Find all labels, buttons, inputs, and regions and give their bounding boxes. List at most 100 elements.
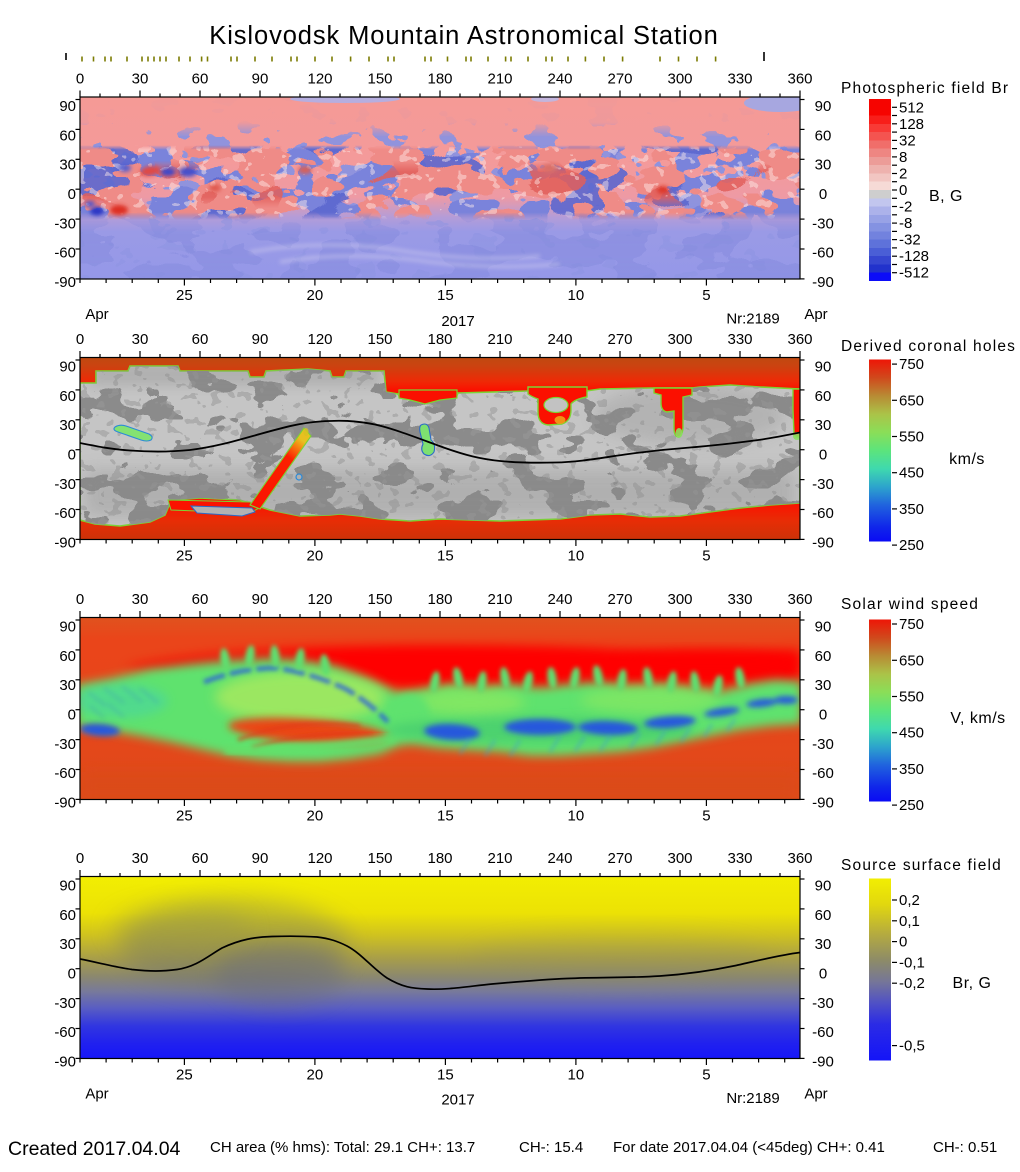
svg-text:0: 0 bbox=[68, 966, 76, 983]
svg-text:25: 25 bbox=[176, 1067, 193, 1084]
svg-text:150: 150 bbox=[367, 71, 392, 88]
svg-text:Source surface field: Source surface field bbox=[841, 857, 1002, 874]
svg-text:-60: -60 bbox=[54, 1024, 76, 1041]
svg-text:10: 10 bbox=[568, 808, 585, 825]
svg-text:Nr:2189: Nr:2189 bbox=[726, 311, 779, 328]
svg-text:350: 350 bbox=[899, 761, 924, 778]
svg-text:0: 0 bbox=[899, 182, 907, 199]
svg-text:750: 750 bbox=[899, 356, 924, 373]
svg-text:60: 60 bbox=[59, 388, 76, 405]
svg-text:8: 8 bbox=[899, 149, 907, 166]
svg-text:450: 450 bbox=[899, 465, 924, 482]
svg-text:0: 0 bbox=[76, 850, 84, 867]
svg-text:-30: -30 bbox=[54, 736, 76, 753]
svg-text:30: 30 bbox=[815, 936, 832, 953]
svg-text:0: 0 bbox=[76, 331, 84, 348]
svg-text:650: 650 bbox=[899, 652, 924, 669]
svg-text:15: 15 bbox=[437, 1067, 454, 1084]
svg-text:Apr: Apr bbox=[804, 306, 827, 323]
svg-text:Created 2017.04.04: Created 2017.04.04 bbox=[8, 1138, 181, 1160]
svg-text:90: 90 bbox=[59, 878, 76, 895]
svg-text:0: 0 bbox=[68, 447, 76, 464]
svg-text:-30: -30 bbox=[812, 476, 834, 493]
svg-text:330: 330 bbox=[727, 591, 752, 608]
svg-text:60: 60 bbox=[59, 127, 76, 144]
svg-text:-90: -90 bbox=[812, 794, 834, 811]
svg-text:360: 360 bbox=[787, 71, 812, 88]
svg-text:0: 0 bbox=[819, 966, 827, 983]
svg-text:30: 30 bbox=[59, 677, 76, 694]
svg-text:330: 330 bbox=[727, 331, 752, 348]
svg-text:30: 30 bbox=[59, 157, 76, 174]
svg-text:90: 90 bbox=[252, 850, 269, 867]
svg-text:Apr: Apr bbox=[85, 1086, 108, 1103]
svg-text:-60: -60 bbox=[812, 1024, 834, 1041]
svg-text:V, km/s: V, km/s bbox=[950, 710, 1005, 727]
svg-text:30: 30 bbox=[132, 850, 149, 867]
svg-text:20: 20 bbox=[307, 287, 324, 304]
svg-text:120: 120 bbox=[307, 331, 332, 348]
svg-text:0,1: 0,1 bbox=[899, 913, 920, 930]
svg-text:-90: -90 bbox=[54, 1053, 76, 1070]
svg-text:270: 270 bbox=[607, 71, 632, 88]
svg-text:120: 120 bbox=[307, 591, 332, 608]
svg-text:90: 90 bbox=[815, 98, 832, 115]
svg-text:-90: -90 bbox=[54, 274, 76, 291]
svg-text:-90: -90 bbox=[54, 794, 76, 811]
svg-text:90: 90 bbox=[815, 359, 832, 376]
svg-text:60: 60 bbox=[815, 388, 832, 405]
svg-text:2017: 2017 bbox=[441, 313, 474, 330]
svg-text:550: 550 bbox=[899, 689, 924, 706]
svg-text:-32: -32 bbox=[899, 232, 921, 249]
svg-text:90: 90 bbox=[815, 878, 832, 895]
svg-text:150: 150 bbox=[367, 331, 392, 348]
svg-text:60: 60 bbox=[815, 907, 832, 924]
svg-text:550: 550 bbox=[899, 429, 924, 446]
svg-text:15: 15 bbox=[437, 548, 454, 565]
svg-text:-2: -2 bbox=[899, 199, 912, 216]
svg-text:-90: -90 bbox=[54, 534, 76, 551]
svg-text:350: 350 bbox=[899, 501, 924, 518]
svg-text:30: 30 bbox=[815, 417, 832, 434]
svg-text:15: 15 bbox=[437, 808, 454, 825]
svg-text:-30: -30 bbox=[812, 995, 834, 1012]
svg-text:90: 90 bbox=[59, 359, 76, 376]
svg-text:330: 330 bbox=[727, 71, 752, 88]
svg-text:180: 180 bbox=[427, 71, 452, 88]
svg-text:180: 180 bbox=[427, 591, 452, 608]
svg-text:0: 0 bbox=[899, 934, 907, 951]
svg-text:-60: -60 bbox=[54, 765, 76, 782]
svg-text:150: 150 bbox=[367, 850, 392, 867]
svg-text:60: 60 bbox=[59, 907, 76, 924]
svg-text:0: 0 bbox=[68, 186, 76, 203]
svg-text:150: 150 bbox=[367, 591, 392, 608]
svg-text:240: 240 bbox=[547, 331, 572, 348]
svg-text:-90: -90 bbox=[812, 274, 834, 291]
svg-text:650: 650 bbox=[899, 392, 924, 409]
svg-text:2017: 2017 bbox=[441, 1092, 474, 1109]
svg-text:2: 2 bbox=[899, 166, 907, 183]
svg-text:750: 750 bbox=[899, 616, 924, 633]
svg-text:-60: -60 bbox=[54, 245, 76, 262]
svg-text:210: 210 bbox=[487, 331, 512, 348]
svg-text:-0,2: -0,2 bbox=[899, 975, 925, 992]
svg-text:0,2: 0,2 bbox=[899, 892, 920, 909]
svg-text:60: 60 bbox=[192, 71, 209, 88]
svg-text:CH area (% hms): Total: 29.1 C: CH area (% hms): Total: 29.1 CH+: 13.7 bbox=[210, 1139, 475, 1156]
svg-text:60: 60 bbox=[192, 591, 209, 608]
svg-text:32: 32 bbox=[899, 132, 916, 149]
svg-text:300: 300 bbox=[667, 591, 692, 608]
svg-text:-90: -90 bbox=[812, 534, 834, 551]
svg-text:250: 250 bbox=[899, 797, 924, 814]
svg-text:240: 240 bbox=[547, 591, 572, 608]
svg-text:30: 30 bbox=[59, 417, 76, 434]
svg-text:5: 5 bbox=[702, 287, 710, 304]
svg-text:-60: -60 bbox=[812, 765, 834, 782]
svg-text:15: 15 bbox=[437, 287, 454, 304]
svg-text:60: 60 bbox=[815, 127, 832, 144]
svg-text:-60: -60 bbox=[54, 505, 76, 522]
svg-text:60: 60 bbox=[192, 850, 209, 867]
svg-text:128: 128 bbox=[899, 116, 924, 133]
svg-text:-8: -8 bbox=[899, 215, 912, 232]
svg-text:0: 0 bbox=[76, 71, 84, 88]
